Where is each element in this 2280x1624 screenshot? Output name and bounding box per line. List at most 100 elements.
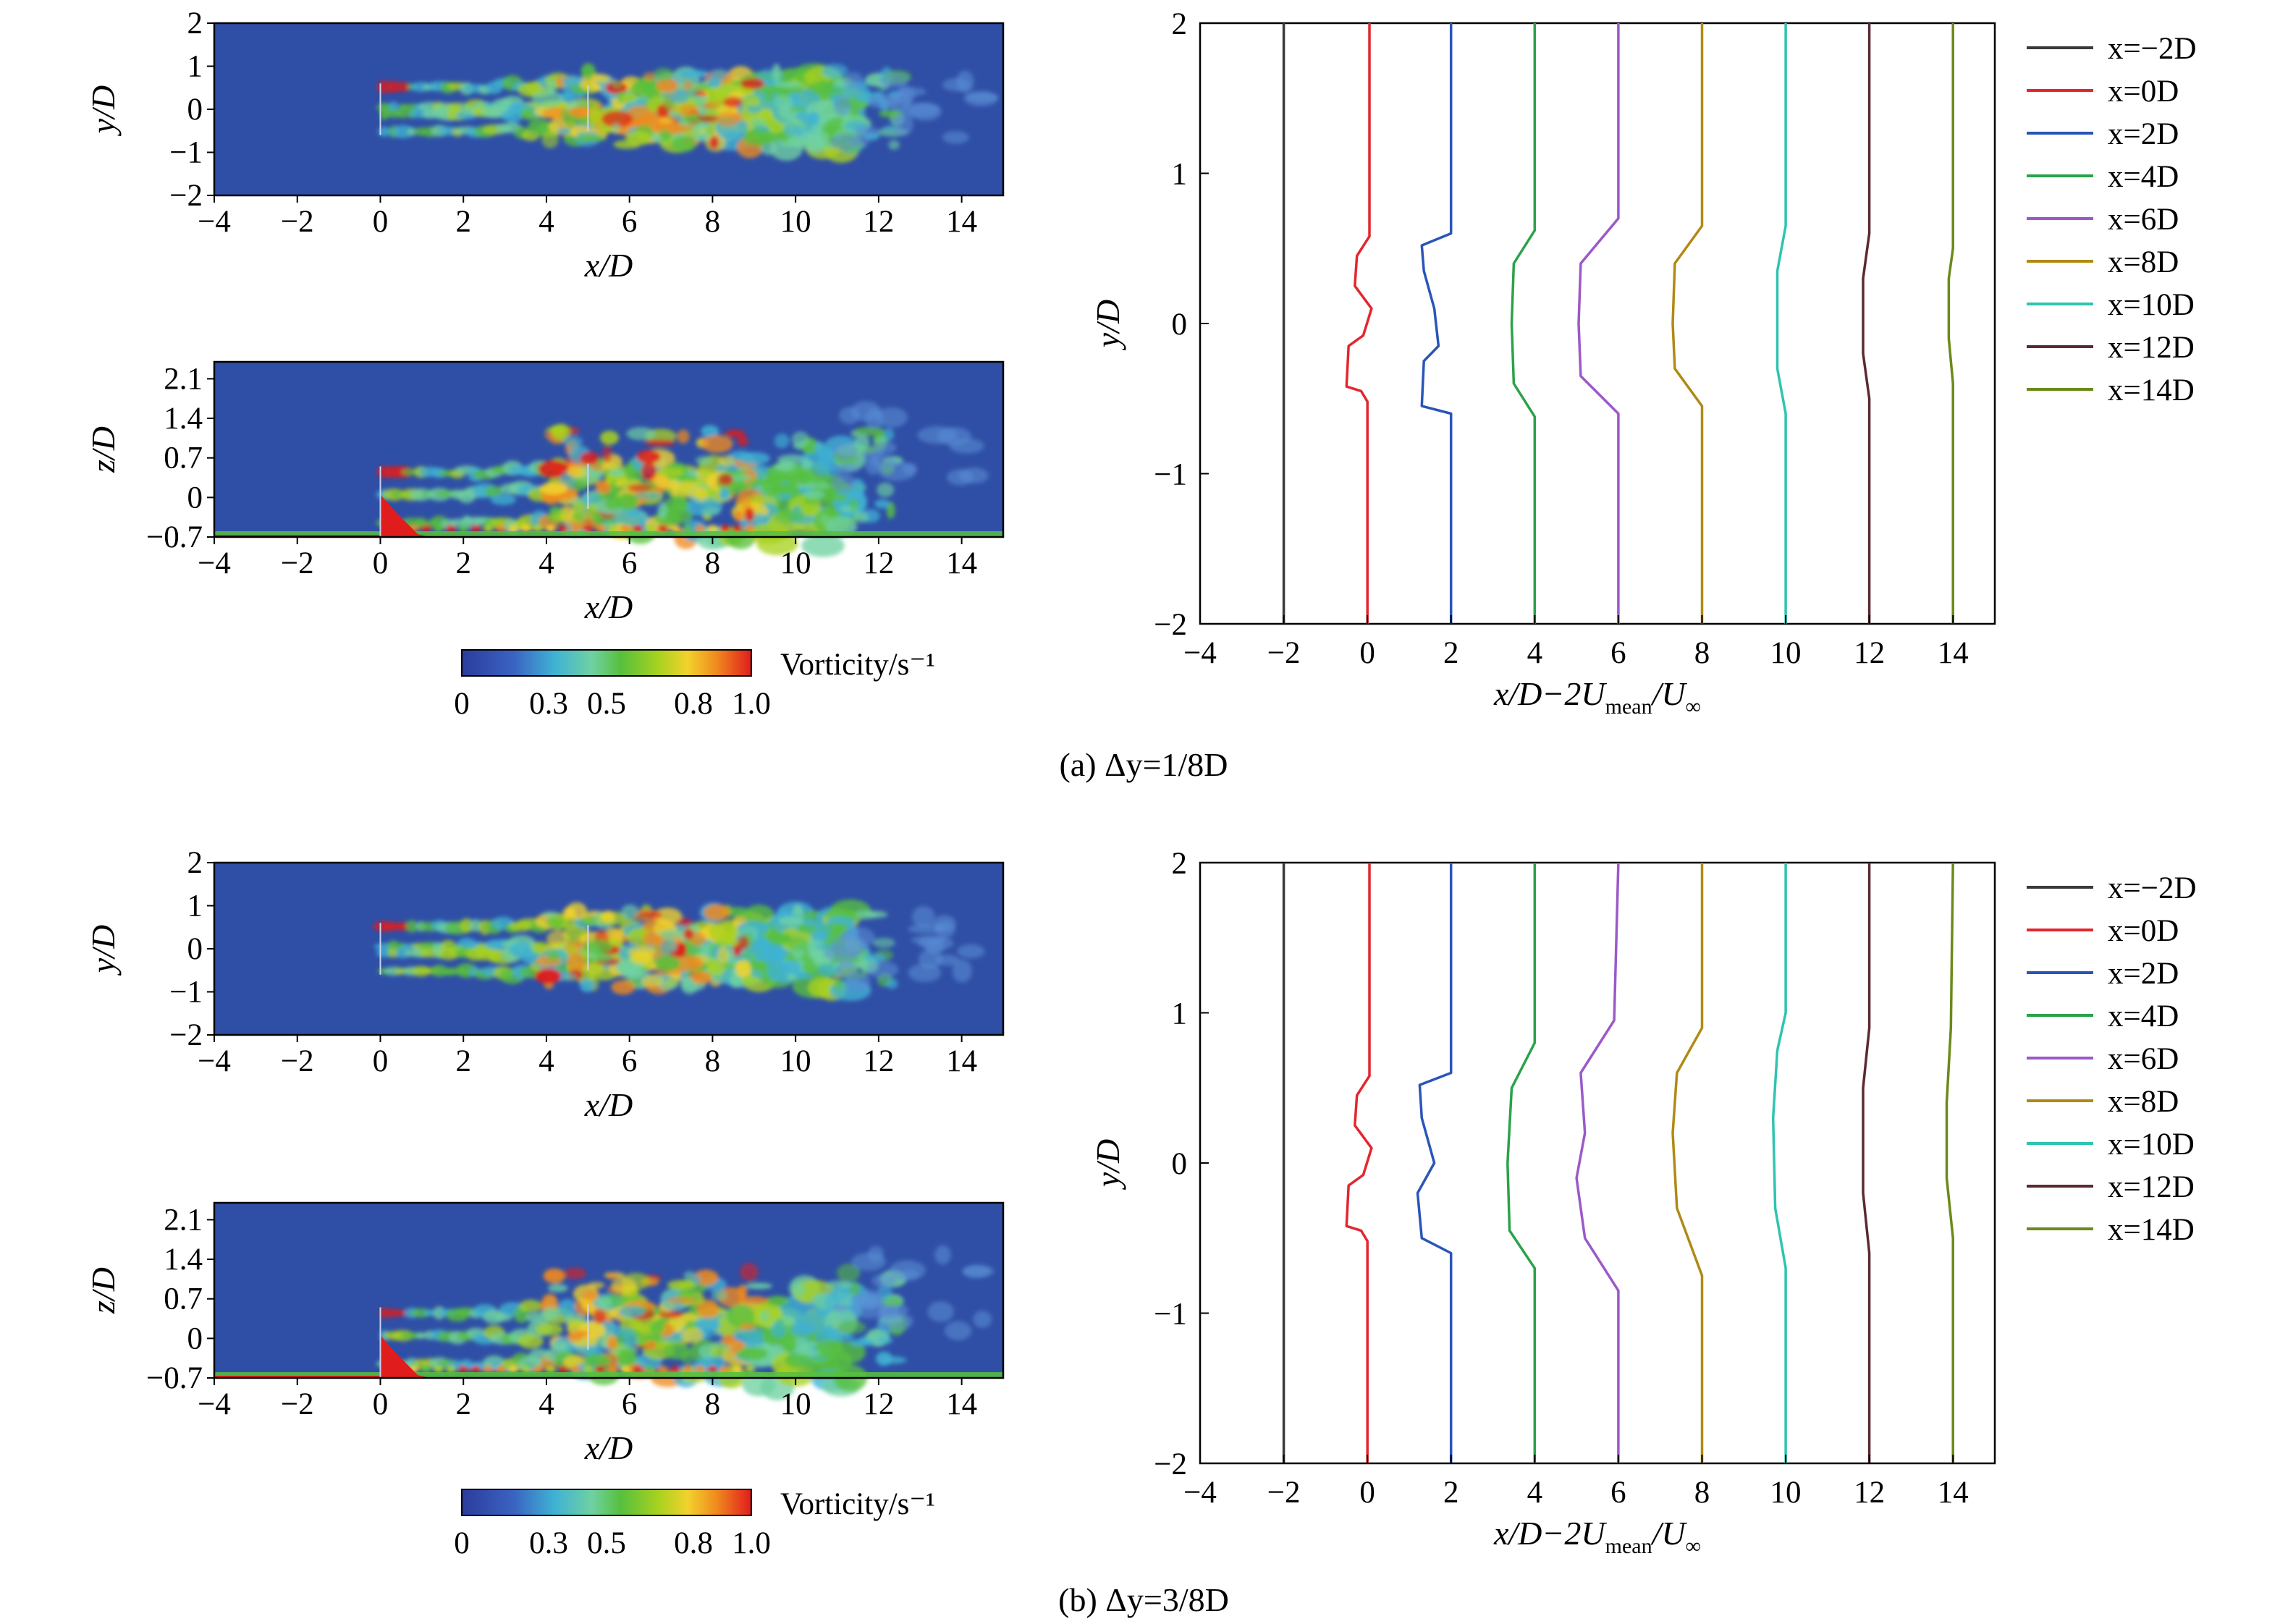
vortex-blob (531, 942, 549, 954)
vortex-blob (649, 1319, 665, 1335)
vortex-blob (591, 74, 611, 83)
vortex-blob (599, 431, 619, 445)
x-tick-label: 8 (705, 1387, 721, 1421)
vortex-blob (721, 1334, 736, 1346)
x-tick-label: 2 (455, 546, 471, 580)
vortex-blob (520, 1366, 531, 1374)
ground-boundary-layer (214, 1372, 1003, 1378)
y-tick-label: −0.7 (146, 520, 203, 554)
vortex-blob (695, 525, 706, 533)
y-tick-label: 0 (187, 93, 203, 127)
legend-entry: x=10D (2108, 288, 2195, 322)
x-tick-label: 8 (1694, 636, 1710, 670)
x-tick-label: −2 (1267, 636, 1301, 670)
legend-entry: x=14D (2108, 373, 2195, 407)
x-tick-label: 2 (455, 1387, 471, 1421)
x-tick-label: 2 (455, 205, 471, 239)
vortex-blob (877, 482, 895, 498)
vortex-blob (706, 958, 720, 975)
vortex-blob (558, 1298, 577, 1318)
vortex-blob (620, 1366, 630, 1374)
vortex-blob (746, 104, 762, 113)
y-axis-label: z/D (85, 426, 122, 473)
ground-boundary-layer (214, 1376, 381, 1378)
vortex-blob (749, 479, 773, 486)
vortex-blob (490, 494, 516, 505)
vortex-blob (595, 1366, 606, 1374)
x-tick-label: 4 (1527, 1476, 1543, 1510)
y-tick-label: −2 (1154, 1447, 1187, 1481)
vortex-blob (378, 127, 392, 137)
y-tick-label: 1 (1172, 997, 1188, 1031)
vortex-blob (963, 1264, 991, 1279)
vortex-blob (571, 511, 586, 523)
vortex-blob (692, 1274, 701, 1285)
vortex-blob (633, 492, 662, 499)
vortex-blob (872, 937, 895, 948)
colorbar-tick-label: 0.8 (674, 687, 713, 721)
vortex-blob (660, 929, 678, 941)
colorbar-tick-label: 0.3 (529, 687, 568, 721)
legend-entry: x=8D (2108, 245, 2179, 279)
vortex-blob (679, 69, 709, 78)
vortex-blob (658, 117, 672, 124)
vortex-blob (604, 498, 622, 510)
x-tick-label: −2 (1267, 1476, 1301, 1510)
vorticity-structures (376, 401, 989, 557)
y-tick-label: −1 (1154, 458, 1187, 492)
y-axis-label: z/D (85, 1267, 122, 1314)
vortex-blob (952, 959, 972, 983)
vortex-blob (788, 106, 807, 112)
vortex-blob (667, 1280, 696, 1290)
vortex-blob (790, 1327, 816, 1333)
vortex-blob (709, 1345, 728, 1358)
vortex-blob (617, 1349, 633, 1367)
legend-entry: x=6D (2108, 203, 2179, 237)
vortex-blob (732, 1366, 743, 1374)
vortex-blob (889, 1260, 926, 1281)
vortex-blob (626, 427, 655, 441)
vortex-blob (693, 1317, 721, 1332)
vortex-blob (595, 525, 606, 533)
x-tick-label: 14 (1938, 1476, 1969, 1510)
x-tick-label: −2 (281, 1044, 314, 1078)
vortex-blob (761, 941, 771, 950)
x-tick-label: 4 (1527, 636, 1543, 670)
series-line-3 (1416, 863, 1453, 1463)
vortex-blob (716, 111, 740, 127)
vortex-blob (547, 1284, 568, 1293)
x-tick-label: 6 (1610, 636, 1626, 670)
vortex-blob (750, 117, 767, 127)
legend-entry: x=6D (2108, 1042, 2179, 1076)
vortex-blob (406, 920, 418, 933)
colorbar-tick-label: 0.5 (587, 687, 626, 721)
vortex-blob (543, 1268, 566, 1284)
colorbar-tick-label: 0.8 (674, 1526, 713, 1560)
vortex-blob (814, 141, 835, 150)
x-tick-label: 8 (705, 1044, 721, 1078)
x-tick-label: −2 (281, 1387, 314, 1421)
vortex-blob (680, 1351, 695, 1364)
vortex-blob (433, 1366, 444, 1374)
x-tick-label: 0 (1359, 636, 1375, 670)
vortex-blob (709, 135, 719, 149)
vortex-blob (879, 72, 908, 88)
vortex-blob (542, 911, 559, 918)
x-tick-label: −2 (281, 205, 314, 239)
x-axis-label: x/D−2Umean/U∞ (1493, 1515, 1701, 1558)
vortex-blob (607, 1337, 618, 1351)
vortex-blob (710, 69, 729, 79)
vortex-blob (777, 454, 808, 465)
vortex-blob (557, 128, 571, 135)
vortex-blob (609, 468, 625, 477)
vortex-blob (918, 949, 943, 969)
x-tick-label: 12 (1854, 1476, 1885, 1510)
x-tick-label: 14 (946, 1044, 977, 1078)
y-tick-label: 0.7 (164, 441, 203, 475)
vortex-blob (653, 67, 674, 81)
vortex-blob (519, 1299, 542, 1313)
vortex-blob (574, 1331, 590, 1337)
contour-frame (213, 1201, 1005, 1379)
vortex-blob (746, 1282, 772, 1290)
